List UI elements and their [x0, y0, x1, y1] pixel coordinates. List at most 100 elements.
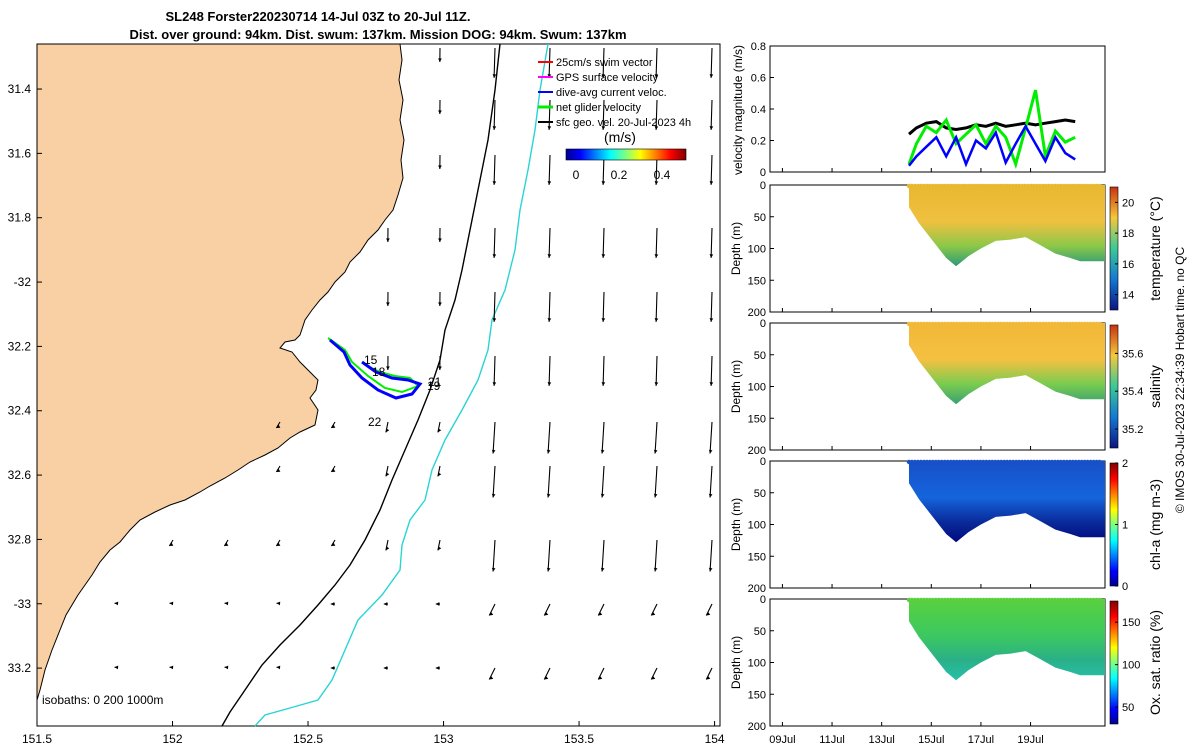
velocity-ytick-label: 0	[760, 167, 766, 179]
sfc-geo-arrow	[330, 421, 336, 429]
section-data-region	[908, 323, 1105, 405]
sfc-geo-arrowhead	[435, 666, 440, 670]
sfc-geo-arrowhead	[544, 611, 549, 616]
sfc-geo-arrowhead	[224, 665, 229, 670]
sfc-geo-vectors	[114, 47, 714, 680]
velocity-line-net-glider	[907, 89, 1076, 169]
section-ylabel: Depth (m)	[729, 636, 743, 689]
section-panel-chl-a: 0 50 100 150 200 Depth (m) 0 1 2 chl-a (mg m-3)	[729, 456, 1163, 595]
sfc-geo-arrowhead	[653, 493, 658, 498]
sfc-geo-arrow	[548, 227, 551, 258]
sfc-geo-arrowhead	[169, 665, 174, 670]
time-tick-label: 17Jul	[968, 734, 994, 746]
sfc-geo-arrowhead	[547, 254, 552, 258]
section-cbar-label: chl-a (mg m-3)	[1147, 479, 1163, 570]
sfc-geo-arrowhead	[276, 542, 281, 546]
sfc-geo-arrowhead	[601, 126, 606, 130]
sfc-geo-arrow	[547, 539, 551, 572]
colorbar-tick-label: 14	[1122, 290, 1134, 302]
sfc-geo-arrowhead	[437, 428, 442, 433]
sfc-geo-arrow	[654, 539, 658, 572]
sfc-geo-arrow	[705, 603, 713, 616]
velocity-ytick-label: 0.2	[751, 136, 766, 148]
sfc-geo-arrow	[597, 603, 605, 616]
sfc-geo-arrowhead	[385, 472, 390, 477]
sfc-geo-arrowhead	[601, 74, 606, 78]
sfc-geo-arrow	[654, 465, 658, 498]
map-ytick-label: -32	[14, 275, 32, 289]
sfc-geo-arrowhead	[653, 567, 658, 572]
section-ytick-label: 150	[748, 551, 766, 563]
section-colorbar	[1109, 600, 1119, 725]
sfc-geo-arrowhead	[438, 58, 442, 62]
sfc-geo-arrowhead	[601, 318, 606, 322]
sfc-geo-arrowhead	[651, 611, 656, 616]
sfc-geo-arrowhead	[709, 126, 714, 130]
sfc-geo-arrowhead	[547, 318, 552, 322]
sfc-geo-arrowhead	[600, 493, 605, 498]
sfc-geo-arrowhead	[492, 382, 497, 386]
surface-sample	[1097, 597, 1102, 603]
section-ytick-label: 100	[748, 382, 766, 394]
section-ytick-label: 200	[748, 307, 766, 319]
sfc-geo-arrowhead	[544, 675, 549, 680]
sfc-geo-arrow	[488, 603, 496, 616]
section-ytick-label: 100	[748, 244, 766, 256]
time-tick-label: 11Jul	[819, 734, 844, 746]
sfc-geo-arrowhead	[653, 449, 658, 454]
sfc-geo-arrow	[548, 99, 551, 130]
map-ytick-label: 32.4	[8, 404, 32, 418]
sfc-geo-arrow	[650, 603, 658, 616]
sfc-geo-arrowhead	[438, 165, 442, 169]
velocity-line-dive-current	[908, 123, 1076, 168]
section-ytick-label: 0	[760, 180, 766, 192]
track-label: 18	[372, 365, 386, 379]
section-ytick-label: 200	[748, 445, 766, 457]
sfc-geo-arrow	[547, 465, 551, 498]
map-xtick-label: 153.5	[564, 732, 594, 746]
isobaths-label: isobaths: 0 200 1000m	[42, 693, 163, 707]
map-frame	[36, 43, 721, 727]
sfc-geo-arrowhead	[547, 126, 552, 130]
sfc-geo-arrowhead	[600, 567, 605, 572]
sfc-geo-arrow	[655, 227, 658, 258]
figure-title-line2: Dist. over ground: 94km. Dist. swum: 137…	[129, 27, 626, 42]
sfc-geo-arrow	[655, 291, 658, 322]
map-ytick-label: 33.2	[8, 661, 32, 675]
section-ytick-label: 100	[748, 520, 766, 532]
sfc-geo-arrowhead	[598, 675, 603, 680]
sfc-geo-arrow	[602, 291, 605, 322]
sfc-geo-arrowhead	[169, 542, 174, 546]
sfc-geo-arrowhead	[438, 110, 442, 114]
sfc-geo-arrowhead	[224, 601, 229, 606]
sfc-geo-arrowhead	[709, 382, 714, 386]
glider-track-net	[327, 337, 420, 394]
sfc-geo-arrow	[601, 421, 605, 454]
sfc-geo-arrow	[601, 539, 605, 572]
velocity-line-sfc-geo	[908, 118, 1076, 136]
track-label: 19	[427, 379, 441, 393]
section-ytick-label: 0	[760, 318, 766, 330]
section-ytick-label: 200	[748, 721, 766, 733]
sfc-geo-arrow	[710, 99, 713, 130]
map-ytick-label: 32.2	[8, 339, 32, 353]
section-colorbar	[1109, 324, 1119, 449]
sfc-geo-arrowhead	[438, 238, 442, 242]
sfc-geo-arrow	[543, 603, 551, 616]
section-colorbar	[1109, 186, 1119, 311]
sfc-geo-arrowhead	[491, 449, 496, 454]
track-label: 22	[368, 415, 382, 429]
sfc-geo-arrowhead	[276, 601, 281, 606]
sfc-geo-arrowhead	[169, 601, 174, 606]
sfc-geo-arrowhead	[600, 449, 605, 454]
map-ytick-label: 32.6	[8, 468, 32, 482]
colorbar-tick-label: 35.6	[1122, 348, 1143, 360]
sfc-geo-arrow	[492, 421, 496, 454]
sfc-geo-arrow	[650, 667, 658, 680]
sfc-geo-arrow	[330, 465, 336, 473]
sfc-geo-arrow	[223, 539, 229, 547]
sfc-geo-arrowhead	[546, 493, 551, 498]
section-panel-temperature: 0 50 100 150 200 Depth (m) 14 16 18 20 temperature…	[729, 180, 1163, 319]
sfc-geo-arrowhead	[709, 254, 714, 258]
